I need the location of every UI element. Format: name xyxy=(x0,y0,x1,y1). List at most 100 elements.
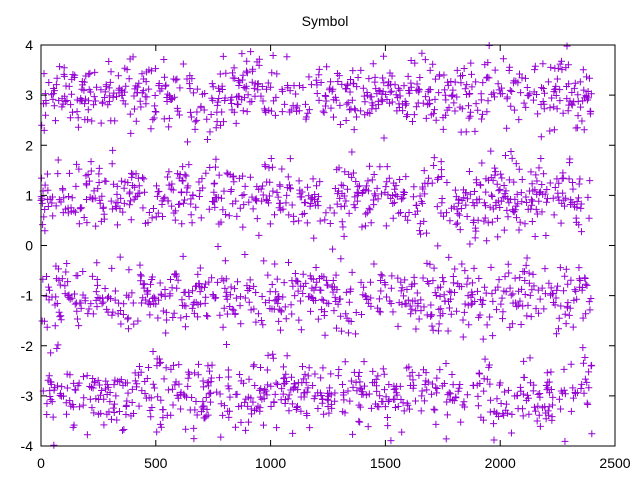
data-point xyxy=(468,70,475,78)
data-point xyxy=(226,393,234,401)
data-point xyxy=(188,394,196,402)
data-point xyxy=(262,387,270,395)
data-point xyxy=(347,285,355,293)
data-point xyxy=(444,78,452,86)
data-point xyxy=(447,310,455,318)
data-point xyxy=(215,374,223,382)
data-point xyxy=(378,97,386,105)
data-point xyxy=(151,294,159,302)
data-point xyxy=(465,168,473,176)
data-point xyxy=(117,376,125,384)
data-point xyxy=(124,314,132,322)
data-point xyxy=(355,182,363,190)
data-point xyxy=(57,316,65,324)
data-point xyxy=(521,220,529,228)
data-point xyxy=(157,423,165,431)
data-point xyxy=(567,360,575,368)
data-point xyxy=(420,167,428,175)
data-point xyxy=(135,362,143,370)
data-point xyxy=(527,168,535,176)
data-point xyxy=(521,74,529,82)
data-point xyxy=(154,393,162,401)
data-point xyxy=(569,185,577,193)
data-point xyxy=(91,194,99,202)
data-point xyxy=(587,90,595,98)
data-point xyxy=(118,177,126,185)
data-point xyxy=(377,287,385,295)
data-point xyxy=(566,304,574,312)
data-point xyxy=(506,86,514,94)
data-point xyxy=(476,311,484,319)
data-point xyxy=(487,396,495,404)
data-point xyxy=(528,201,536,209)
data-point xyxy=(105,84,113,92)
data-point xyxy=(554,282,562,290)
data-point xyxy=(162,364,170,372)
data-point xyxy=(313,81,321,89)
data-point xyxy=(340,389,348,397)
data-point xyxy=(279,390,287,398)
data-point xyxy=(446,217,454,225)
data-point xyxy=(512,160,520,168)
data-point xyxy=(240,201,248,209)
data-point xyxy=(540,170,548,178)
data-point xyxy=(287,373,295,381)
data-point xyxy=(462,201,470,209)
data-point xyxy=(561,390,569,398)
data-point xyxy=(482,188,490,196)
data-point xyxy=(454,387,462,395)
data-point xyxy=(39,221,47,229)
data-point xyxy=(312,296,320,304)
data-point xyxy=(264,79,272,87)
data-point xyxy=(289,429,297,437)
data-point xyxy=(420,217,428,225)
data-point xyxy=(243,108,251,116)
data-point xyxy=(146,311,154,319)
data-point xyxy=(169,385,177,393)
data-point xyxy=(429,110,437,118)
data-point xyxy=(106,398,114,406)
data-point xyxy=(285,407,293,415)
data-point xyxy=(97,409,105,417)
data-point xyxy=(553,105,561,113)
data-point xyxy=(137,368,145,376)
data-point xyxy=(110,408,118,416)
data-point xyxy=(257,185,265,193)
data-point xyxy=(368,176,376,184)
data-point xyxy=(119,310,127,318)
data-point xyxy=(477,90,485,98)
data-point xyxy=(348,96,356,104)
data-point xyxy=(252,288,260,296)
data-point xyxy=(418,387,426,395)
data-point xyxy=(60,72,68,80)
data-point xyxy=(206,367,214,375)
x-tick-label: 1000 xyxy=(255,455,286,471)
data-point xyxy=(225,413,233,421)
data-point xyxy=(223,169,231,177)
data-point xyxy=(400,407,408,415)
data-point xyxy=(97,86,105,94)
data-point xyxy=(260,257,268,265)
data-point xyxy=(588,430,596,438)
data-point xyxy=(257,92,265,100)
data-point xyxy=(478,115,486,123)
data-point xyxy=(496,379,504,387)
data-point xyxy=(99,298,107,306)
data-point xyxy=(220,402,228,410)
data-point xyxy=(270,399,278,407)
data-point xyxy=(201,90,209,98)
data-point xyxy=(564,280,572,288)
data-point xyxy=(134,174,142,182)
data-point xyxy=(556,264,564,272)
data-point xyxy=(296,82,304,90)
data-point xyxy=(191,406,199,414)
data-point xyxy=(579,97,587,105)
data-point xyxy=(323,395,331,403)
x-tick-label: 2500 xyxy=(599,455,630,471)
data-point xyxy=(335,72,343,80)
data-point xyxy=(300,210,308,218)
data-point xyxy=(411,280,419,288)
data-point xyxy=(431,289,439,297)
data-point xyxy=(278,385,286,393)
data-point xyxy=(406,87,414,95)
